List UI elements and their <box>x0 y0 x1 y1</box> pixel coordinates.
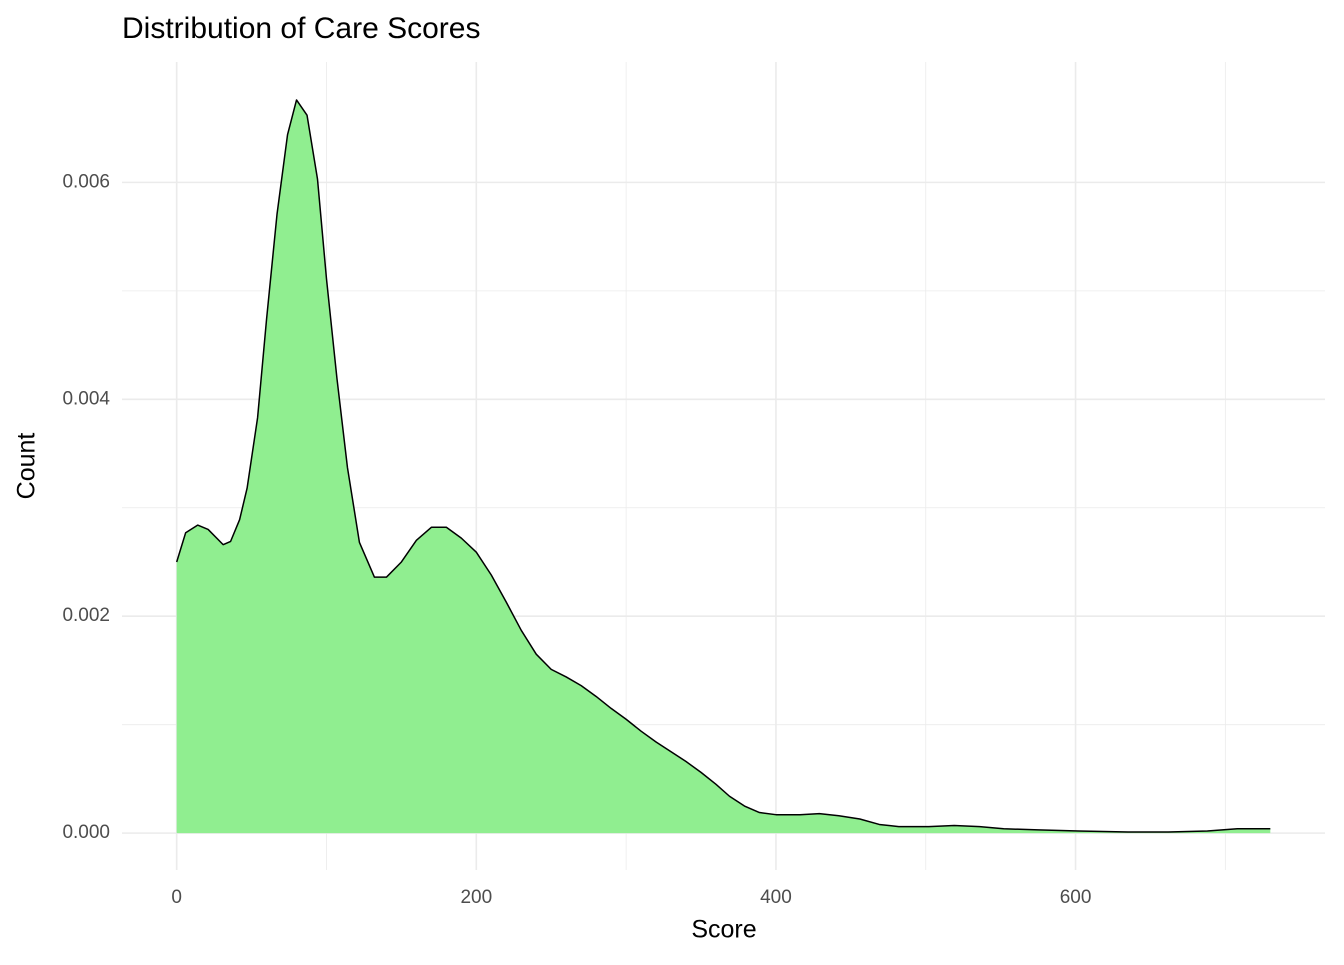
x-tick-label: 400 <box>760 887 792 908</box>
density-line <box>175 99 1271 833</box>
y-axis-title: Count <box>13 433 41 500</box>
density-area <box>176 99 1271 834</box>
y-tick-label: 0.002 <box>62 605 110 626</box>
chart-title: Distribution of Care Scores <box>122 12 480 45</box>
x-tick-label: 200 <box>460 887 492 908</box>
y-tick-label: 0.006 <box>62 171 110 192</box>
x-tick-label: 600 <box>1060 887 1092 908</box>
x-axis-title: Score <box>691 916 756 944</box>
y-tick-label: 0.000 <box>62 822 110 843</box>
x-tick-label: 0 <box>171 887 182 908</box>
y-tick-label: 0.004 <box>62 388 110 409</box>
